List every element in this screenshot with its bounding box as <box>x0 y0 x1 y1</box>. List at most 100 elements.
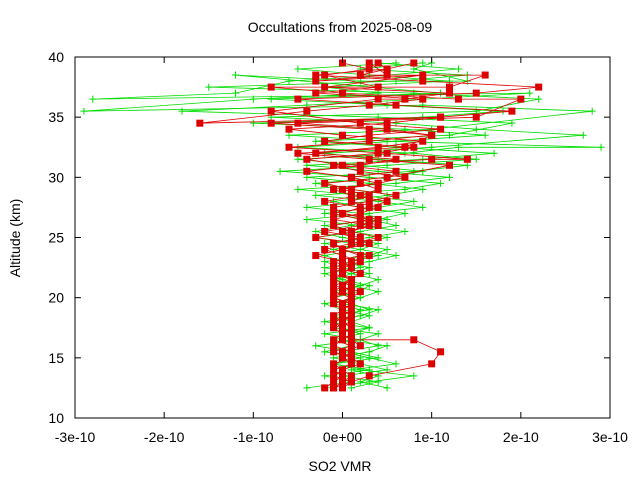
data-point-square <box>428 155 436 163</box>
data-point-plus <box>392 360 400 368</box>
data-point-square <box>365 65 373 73</box>
data-point-square <box>196 119 204 127</box>
data-point-square <box>347 324 355 332</box>
data-point-square <box>481 71 489 79</box>
data-point-plus <box>205 83 213 91</box>
data-point-square <box>339 288 346 296</box>
data-point-square <box>410 336 418 344</box>
data-point-square <box>339 366 346 374</box>
data-point-square <box>383 119 391 127</box>
data-point-square <box>356 71 364 79</box>
data-point-square <box>285 143 293 151</box>
series-red <box>196 59 543 392</box>
data-point-square <box>294 149 302 157</box>
data-point-square <box>330 288 338 296</box>
data-point-plus <box>437 179 445 187</box>
chart-title: Occultations from 2025-08-09 <box>248 19 433 35</box>
data-point-plus <box>481 131 489 139</box>
data-point-plus <box>249 119 257 127</box>
data-point-plus <box>312 342 320 350</box>
data-point-plus <box>419 185 427 193</box>
data-point-square <box>339 306 346 314</box>
data-point-square <box>419 137 427 145</box>
axis-ticks <box>74 56 611 419</box>
data-point-square <box>330 384 338 392</box>
data-point-square <box>383 149 391 157</box>
data-point-square <box>401 95 409 103</box>
data-point-plus <box>232 89 239 97</box>
data-point-plus <box>419 155 427 163</box>
data-point-plus <box>383 384 391 392</box>
data-point-plus <box>321 300 329 308</box>
data-point-plus <box>392 179 400 187</box>
data-point-plus <box>303 215 311 223</box>
data-point-square <box>356 119 364 127</box>
data-point-square <box>446 161 453 169</box>
data-point-square <box>347 306 355 314</box>
data-point-plus <box>419 167 427 175</box>
data-point-plus <box>178 107 186 115</box>
data-point-square <box>330 203 338 211</box>
data-point-plus <box>374 354 382 362</box>
data-point-square <box>303 107 311 115</box>
data-point-square <box>347 191 355 199</box>
x-tick-label: 1e-10 <box>414 429 450 445</box>
data-point-square <box>330 300 338 308</box>
data-point-square <box>401 173 409 181</box>
data-point-square <box>330 342 338 350</box>
data-point-square <box>267 119 275 127</box>
data-point-square <box>330 372 338 380</box>
data-point-square <box>374 149 382 157</box>
data-point-square <box>446 89 453 97</box>
data-point-plus <box>339 276 346 284</box>
data-point-square <box>347 197 355 205</box>
data-point-square <box>463 155 471 163</box>
data-point-plus <box>356 378 364 386</box>
data-point-square <box>339 185 346 193</box>
data-point-square <box>374 95 382 103</box>
data-point-plus <box>321 348 329 356</box>
y-tick-label: 35 <box>48 109 64 125</box>
data-point-square <box>330 270 338 278</box>
data-point-plus <box>356 306 364 314</box>
data-point-square <box>294 119 302 127</box>
data-point-plus <box>579 131 587 139</box>
data-point-square <box>330 378 338 386</box>
data-point-square <box>339 324 346 332</box>
data-point-square <box>437 348 445 356</box>
data-point-square <box>365 155 373 163</box>
data-point-square <box>356 234 364 241</box>
data-point-square <box>356 221 364 229</box>
data-point-square <box>392 155 400 163</box>
data-point-square <box>339 330 346 338</box>
data-point-square <box>535 83 543 91</box>
data-point-square <box>347 312 355 320</box>
data-point-plus <box>312 227 320 235</box>
data-point-square <box>339 336 346 344</box>
data-point-square <box>330 276 338 284</box>
data-point-square <box>356 342 364 350</box>
data-point-plus <box>374 240 382 248</box>
data-point-plus <box>303 203 311 211</box>
data-point-square <box>356 270 364 278</box>
data-point-plus <box>303 384 311 392</box>
data-point-square <box>330 258 338 266</box>
data-point-plus <box>321 221 329 229</box>
data-point-square <box>401 143 409 151</box>
data-point-plus <box>472 155 480 163</box>
data-point-plus <box>588 107 596 115</box>
data-point-square <box>410 59 418 67</box>
data-point-square <box>365 221 373 229</box>
data-point-square <box>321 227 329 235</box>
data-point-square <box>392 101 400 109</box>
data-point-plus <box>383 246 391 254</box>
data-point-square <box>347 234 355 241</box>
data-point-plus <box>294 65 302 73</box>
data-point-plus <box>294 155 302 163</box>
x-tick-label: -3e-10 <box>55 429 96 445</box>
data-point-square <box>294 95 302 103</box>
data-point-square <box>339 209 346 217</box>
data-point-plus <box>294 185 302 193</box>
y-tick-label: 30 <box>48 169 64 185</box>
data-point-plus <box>365 264 373 272</box>
